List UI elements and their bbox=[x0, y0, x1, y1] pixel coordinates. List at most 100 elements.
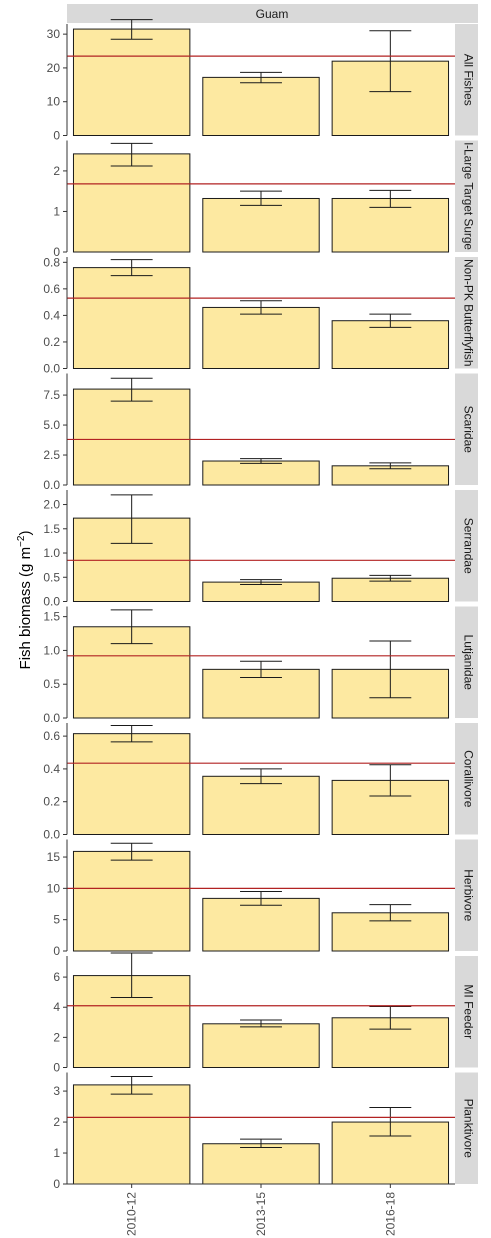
bar bbox=[72, 28, 191, 136]
bar bbox=[72, 1084, 191, 1185]
facet-strip-right bbox=[455, 839, 478, 951]
bar bbox=[202, 460, 320, 486]
panel: 0.0 0.5 1.0 1.5 Lutjanidae bbox=[43, 606, 478, 725]
bar bbox=[202, 306, 320, 370]
facet-strip-label: Scaridae bbox=[461, 406, 475, 454]
facet-strip-label: Serrandae bbox=[461, 518, 475, 574]
facet-strip-label: Lutjanidae bbox=[461, 635, 475, 691]
y-tick-label: 0.6 bbox=[43, 282, 60, 296]
y-tick-label: 2 bbox=[53, 1115, 60, 1129]
x-tick-label: 2013-15 bbox=[254, 1192, 268, 1236]
y-tick-label: 4 bbox=[53, 1000, 60, 1014]
y-tick-label: 0 bbox=[53, 1061, 60, 1075]
facet-strip-label: Herbivore bbox=[461, 869, 475, 921]
y-tick-label: 10 bbox=[47, 95, 61, 109]
y-tick-label: 0.6 bbox=[43, 729, 60, 743]
y-tick-label: 0.0 bbox=[43, 362, 60, 376]
x-tick-label: 2016-18 bbox=[383, 1192, 397, 1236]
facet-strip-label: MI Feeder bbox=[461, 984, 475, 1039]
y-axis-title-main: Fish biomass (g m bbox=[17, 547, 34, 670]
y-tick-label: 5.0 bbox=[43, 418, 60, 432]
bar bbox=[202, 1023, 320, 1068]
y-tick-label: 15 bbox=[47, 850, 61, 864]
panel: 0.0 0.5 1.0 1.5 2.0 Serrandae bbox=[43, 490, 478, 609]
y-tick-label: 3 bbox=[53, 1084, 60, 1098]
y-tick-label: 2 bbox=[53, 164, 60, 178]
y-tick-label: 0.2 bbox=[43, 335, 60, 349]
y-tick-label: 10 bbox=[47, 881, 61, 895]
y-tick-label: 2.5 bbox=[43, 448, 60, 462]
y-tick-label: 2.0 bbox=[43, 498, 60, 512]
facet-strip-label: All Fishes bbox=[461, 54, 475, 106]
y-tick-label: 1.0 bbox=[43, 643, 60, 657]
y-tick-label: 5 bbox=[53, 913, 60, 927]
y-axis-title-superscript: −2 bbox=[16, 535, 27, 547]
y-tick-label: 0.0 bbox=[43, 711, 60, 725]
y-tick-label: 6 bbox=[53, 970, 60, 984]
y-tick-label: 0.4 bbox=[43, 762, 60, 776]
facet-strip-right bbox=[455, 606, 478, 718]
y-tick-label: 0.5 bbox=[43, 570, 60, 584]
bar bbox=[72, 388, 191, 486]
facet-strip-right bbox=[455, 723, 478, 835]
panel: 0 2 4 6 MI Feeder bbox=[53, 952, 478, 1075]
facet-strip-right bbox=[455, 24, 478, 136]
y-tick-label: 2 bbox=[53, 1030, 60, 1044]
y-tick-label: 1 bbox=[53, 1146, 60, 1160]
bar bbox=[72, 733, 191, 835]
y-tick-label: 0.0 bbox=[43, 478, 60, 492]
facet-strip-top bbox=[67, 4, 478, 23]
panel: 0.0 0.2 0.4 0.6 0.8 Non-PK Butterflyfish bbox=[43, 255, 478, 376]
y-axis-title-close: ) bbox=[17, 531, 34, 536]
bar bbox=[202, 1143, 320, 1185]
panel: 0 1 2 3 Planktivore bbox=[53, 1072, 478, 1191]
y-tick-label: 20 bbox=[47, 61, 61, 75]
y-axis-title: Fish biomass (g m−2) bbox=[16, 531, 34, 670]
facet-strip-right bbox=[455, 1072, 478, 1184]
y-tick-label: 7.5 bbox=[43, 388, 60, 402]
facet-strip-right bbox=[455, 140, 478, 252]
panel: 0 5 10 15 Herbivore bbox=[47, 839, 478, 958]
bar bbox=[202, 197, 320, 253]
bar bbox=[331, 577, 450, 602]
facet-strip-label: Corallivore bbox=[461, 750, 475, 808]
y-tick-label: 1.0 bbox=[43, 546, 60, 560]
facet-strip-right bbox=[455, 490, 478, 602]
y-tick-label: 0.0 bbox=[43, 828, 60, 842]
y-tick-label: 0 bbox=[53, 944, 60, 958]
x-axis: 2010-12 2013-15 2016-18 bbox=[67, 1183, 455, 1236]
y-tick-label: 1.5 bbox=[43, 610, 60, 624]
panel: 0 1 2 l-Large Target Surge bbox=[53, 140, 478, 259]
x-tick-label: 2010-12 bbox=[125, 1192, 139, 1236]
y-tick-label: 0.2 bbox=[43, 795, 60, 809]
bar bbox=[331, 1017, 450, 1069]
facet-label: Guam bbox=[256, 7, 289, 21]
bar bbox=[202, 775, 320, 835]
bar bbox=[72, 153, 191, 253]
facet-strip-label: Non-PK Butterflyfish bbox=[461, 259, 475, 367]
y-tick-label: 0.5 bbox=[43, 677, 60, 691]
y-tick-label: 30 bbox=[47, 27, 61, 41]
facet-strip-right bbox=[455, 257, 478, 369]
y-tick-label: 0.4 bbox=[43, 308, 60, 322]
panel: 0.0 2.5 5.0 7.5 Scaridae bbox=[43, 373, 478, 492]
y-tick-label: 0 bbox=[53, 129, 60, 143]
panel: 0 10 20 30 All Fishes bbox=[47, 19, 478, 143]
bar bbox=[202, 76, 320, 136]
bar bbox=[72, 267, 191, 369]
y-tick-label: 0.8 bbox=[43, 255, 60, 269]
bar bbox=[72, 850, 191, 952]
facet-strip-right bbox=[455, 956, 478, 1068]
facet-strip-label: Planktivore bbox=[461, 1099, 475, 1159]
y-tick-label: 0.0 bbox=[43, 595, 60, 609]
bar bbox=[202, 897, 320, 952]
y-tick-label: 0 bbox=[53, 1177, 60, 1191]
bar bbox=[331, 320, 450, 369]
y-tick-label: 0 bbox=[53, 245, 60, 259]
facet-strip-label: l-Large Target Surge bbox=[461, 143, 475, 251]
y-tick-label: 1.5 bbox=[43, 522, 60, 536]
y-tick-label: 1 bbox=[53, 204, 60, 218]
facet-strip-right bbox=[455, 373, 478, 485]
